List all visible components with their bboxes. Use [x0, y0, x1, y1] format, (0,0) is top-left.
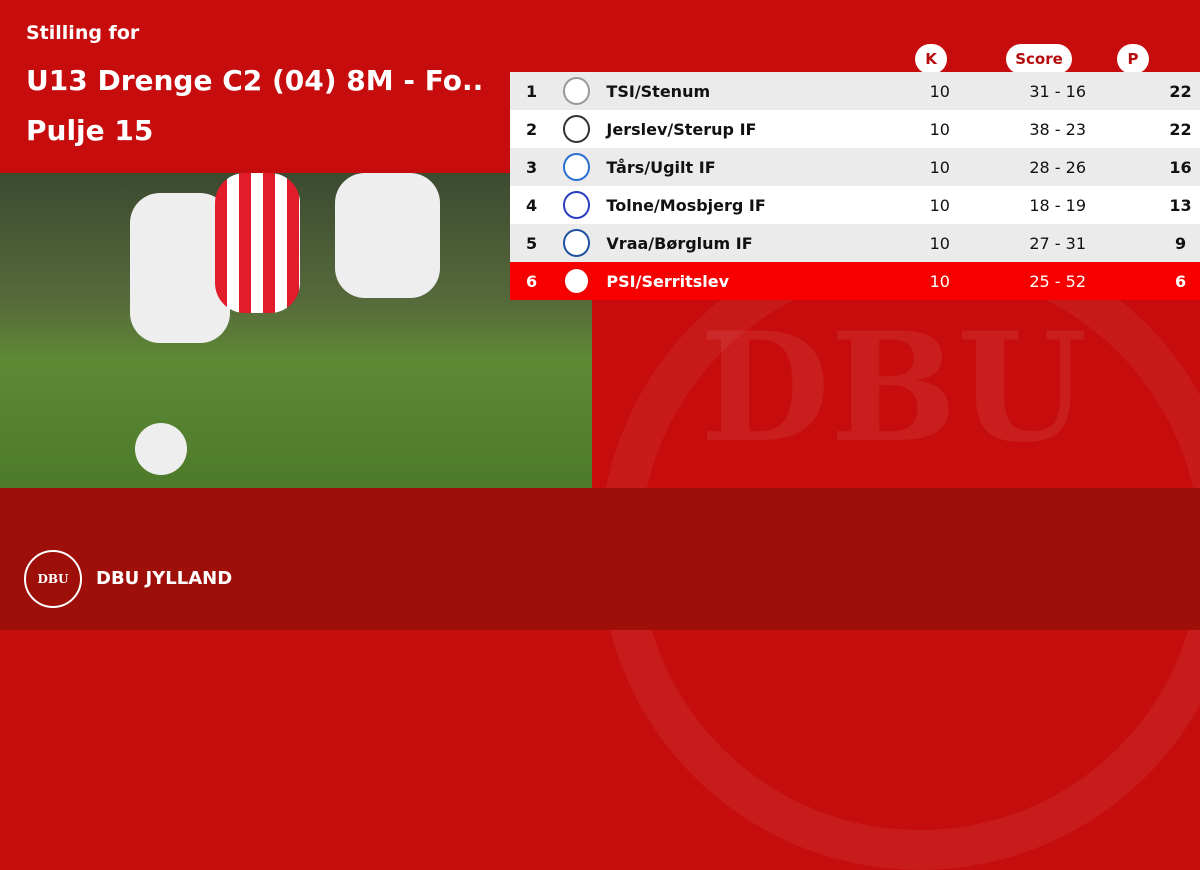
matches-played: 10 [929, 81, 950, 101]
dbu-watermark-letters: DBU [700, 300, 1088, 476]
position: 6 [526, 271, 538, 291]
club-logo-icon [563, 267, 591, 295]
table-row[interactable]: 6 PSI/Serritslev 10 25 - 52 6 [510, 262, 1200, 300]
standings-table: 1 TSI/Stenum 10 31 - 16 22 2 Jerslev/Ster… [510, 72, 1200, 300]
team-name: Tårs/Ugilt IF [606, 157, 716, 177]
team-name: PSI/Serritslev [606, 271, 730, 291]
points: 22 [1169, 81, 1192, 101]
position: 1 [526, 81, 538, 101]
matches-played: 10 [929, 233, 950, 253]
position: 5 [526, 233, 538, 253]
points: 6 [1174, 271, 1187, 291]
matches-played: 10 [929, 271, 950, 291]
team-name: TSI/Stenum [606, 81, 711, 101]
club-logo-icon [563, 229, 591, 257]
goal-score: 38 - 23 [1029, 119, 1087, 139]
dbu-logo-icon: DBU [24, 550, 82, 608]
club-logo-icon [563, 153, 591, 181]
table-row[interactable]: 3 Tårs/Ugilt IF 10 28 - 26 16 [510, 148, 1200, 186]
table-row[interactable]: 1 TSI/Stenum 10 31 - 16 22 [510, 72, 1200, 110]
club-logo-icon [563, 77, 591, 105]
team-name: Jerslev/Sterup IF [606, 119, 757, 139]
matches-played: 10 [929, 119, 950, 139]
club-logo-icon [563, 191, 591, 219]
subtitle: Stilling for [26, 22, 140, 44]
table-row[interactable]: 2 Jerslev/Sterup IF 10 38 - 23 22 [510, 110, 1200, 148]
goal-score: 27 - 31 [1029, 233, 1087, 253]
col-header-score[interactable]: Score [1006, 44, 1072, 74]
matches-played: 10 [929, 195, 950, 215]
goal-score: 31 - 16 [1029, 81, 1087, 101]
points: 13 [1169, 195, 1192, 215]
position: 4 [526, 195, 538, 215]
col-header-p[interactable]: P [1117, 44, 1149, 74]
points: 16 [1169, 157, 1192, 177]
position: 3 [526, 157, 538, 177]
football-photo [0, 173, 592, 488]
title-line-2: Pulje 15 [26, 114, 154, 147]
table-row[interactable]: 4 Tolne/Mosbjerg IF 10 18 - 19 13 [510, 186, 1200, 224]
position: 2 [526, 119, 538, 139]
team-name: Vraa/Børglum IF [606, 233, 753, 253]
title-line-1: U13 Drenge C2 (04) 8M - Fo.. [26, 64, 484, 97]
goal-score: 25 - 52 [1029, 271, 1087, 291]
goal-score: 28 - 26 [1029, 157, 1087, 177]
club-logo-icon [563, 115, 591, 143]
points: 9 [1174, 233, 1187, 253]
matches-played: 10 [929, 157, 950, 177]
org-name: DBU JYLLAND [96, 568, 233, 589]
goal-score: 18 - 19 [1029, 195, 1087, 215]
points: 22 [1169, 119, 1192, 139]
table-row[interactable]: 5 Vraa/Børglum IF 10 27 - 31 9 [510, 224, 1200, 262]
page-title: U13 Drenge C2 (04) 8M - Fo.. Pulje 15 [26, 56, 506, 156]
team-name: Tolne/Mosbjerg IF [606, 195, 766, 215]
col-header-k[interactable]: K [915, 44, 947, 74]
footer [0, 488, 1200, 630]
